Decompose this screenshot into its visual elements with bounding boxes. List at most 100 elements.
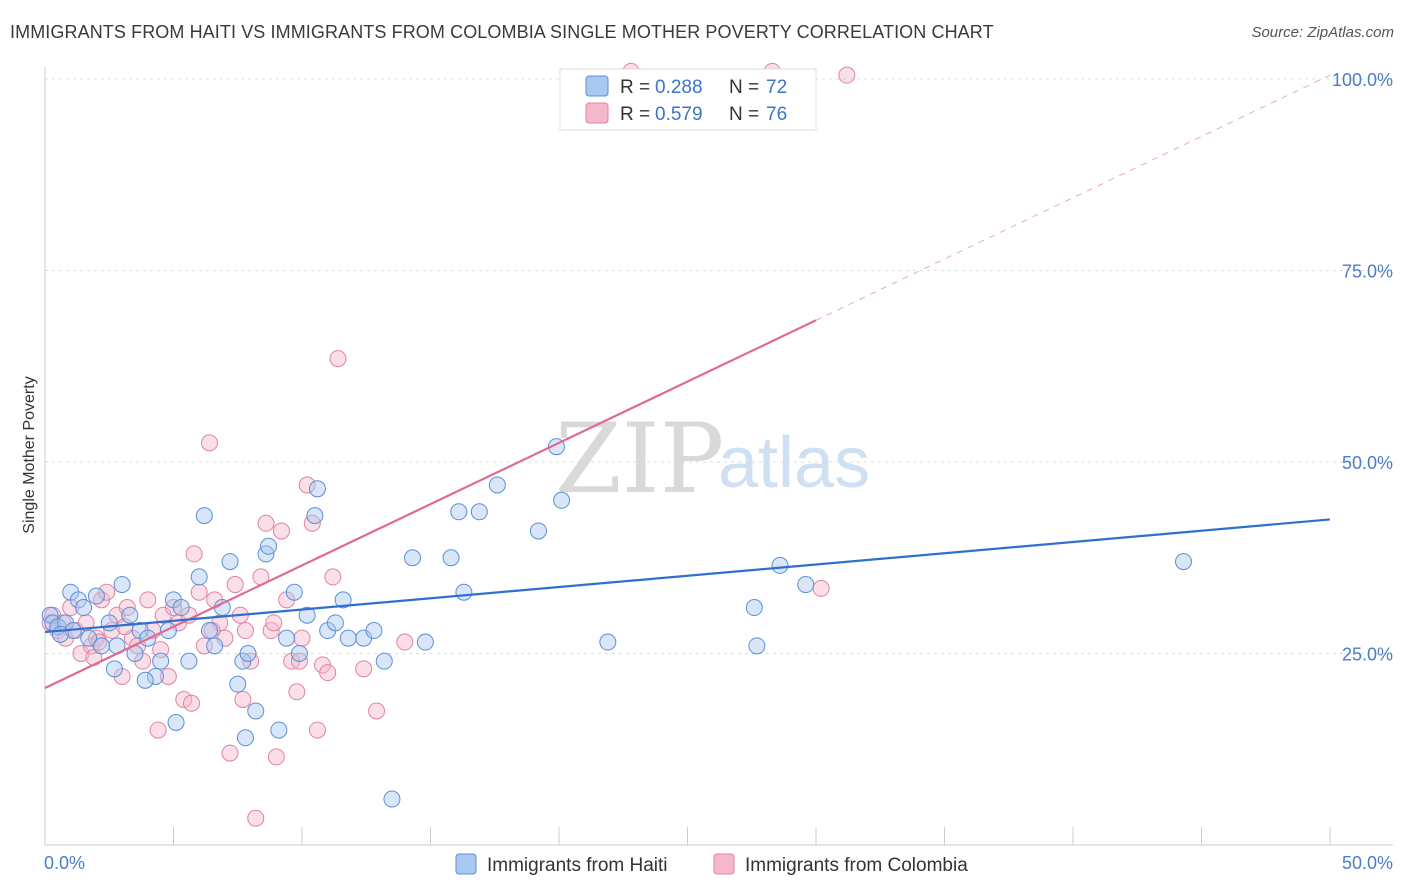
haiti-point bbox=[172, 599, 190, 617]
colombia-point bbox=[355, 660, 373, 678]
haiti-trend-line bbox=[44, 518, 1331, 634]
colombia-point bbox=[396, 633, 414, 651]
haiti-point bbox=[159, 622, 177, 640]
bottom-legend-colombia-swatch bbox=[713, 853, 735, 875]
legend: R = 0.288 N = 72 R = 0.579 N = 76 bbox=[559, 68, 817, 131]
haiti-point bbox=[375, 652, 393, 670]
colombia-point bbox=[324, 568, 342, 586]
legend-haiti-n-label: N = bbox=[729, 77, 759, 98]
colombia-point bbox=[247, 809, 265, 827]
colombia-point bbox=[182, 694, 200, 712]
haiti-point bbox=[200, 622, 218, 640]
haiti-point bbox=[105, 660, 123, 678]
haiti-point bbox=[455, 583, 473, 601]
haiti-point bbox=[229, 675, 247, 693]
y-tick-label-1: 50.0% bbox=[1342, 453, 1393, 473]
legend-colombia-swatch bbox=[585, 102, 609, 124]
haiti-point bbox=[365, 622, 383, 640]
colombia-point bbox=[139, 591, 157, 609]
haiti-point bbox=[334, 591, 352, 609]
colombia-point bbox=[195, 637, 213, 655]
haiti-point bbox=[147, 667, 165, 685]
trend-lines bbox=[44, 74, 1331, 689]
haiti-point bbox=[285, 583, 303, 601]
haiti-point bbox=[113, 576, 131, 594]
colombia-point bbox=[185, 545, 203, 563]
haiti-point bbox=[1175, 553, 1193, 571]
colombia-point bbox=[265, 614, 283, 632]
chart-title: IMMIGRANTS FROM HAITI VS IMMIGRANTS FROM… bbox=[10, 22, 994, 42]
haiti-point bbox=[93, 637, 111, 655]
legend-haiti-r-value: 0.288 bbox=[655, 77, 703, 98]
legend-haiti-n-value: 72 bbox=[766, 77, 787, 98]
colombia-point bbox=[812, 579, 830, 597]
haiti-point bbox=[383, 790, 401, 808]
haiti-point bbox=[190, 568, 208, 586]
colombia-point bbox=[159, 667, 177, 685]
legend-haiti-r-label: R = bbox=[620, 77, 650, 98]
haiti-point bbox=[308, 480, 326, 498]
colombia-point bbox=[257, 514, 275, 532]
colombia-point bbox=[267, 748, 285, 766]
haiti-point bbox=[260, 537, 278, 555]
haiti-point bbox=[121, 606, 139, 624]
legend-colombia-n-label: N = bbox=[729, 104, 759, 125]
haiti-point bbox=[470, 503, 488, 521]
colombia-point bbox=[329, 350, 347, 368]
colombia-point bbox=[288, 683, 306, 701]
haiti-point bbox=[599, 633, 617, 651]
colombia-point bbox=[175, 690, 193, 708]
watermark-zip: ZIP bbox=[555, 403, 724, 515]
colombia-point bbox=[98, 583, 116, 601]
haiti-point bbox=[236, 729, 254, 747]
haiti-point bbox=[339, 629, 357, 647]
colombia-point bbox=[226, 576, 244, 594]
haiti-points bbox=[41, 438, 1193, 808]
y-tick-labels: 25.0% 50.0% 75.0% 100.0% bbox=[1332, 70, 1393, 665]
y-tick-label-0: 25.0% bbox=[1342, 645, 1393, 665]
colombia-point bbox=[308, 721, 326, 739]
legend-haiti-swatch bbox=[585, 75, 609, 97]
haiti-point bbox=[442, 549, 460, 567]
colombia-point bbox=[319, 664, 337, 682]
axes bbox=[44, 67, 1393, 846]
haiti-point bbox=[180, 652, 198, 670]
haiti-point bbox=[553, 491, 571, 509]
haiti-point bbox=[80, 629, 98, 647]
haiti-point bbox=[100, 614, 118, 632]
legend-colombia-n-value: 76 bbox=[766, 104, 787, 125]
haiti-point bbox=[326, 614, 344, 632]
haiti-point bbox=[136, 671, 154, 689]
colombia-point bbox=[368, 702, 386, 720]
haiti-point bbox=[152, 652, 170, 670]
haiti-point bbox=[745, 599, 763, 617]
y-tick-label-3: 100.0% bbox=[1332, 70, 1393, 90]
x-tick-label-max: 50.0% bbox=[1342, 853, 1393, 873]
haiti-point bbox=[206, 637, 224, 655]
legend-colombia-r-label: R = bbox=[620, 104, 650, 125]
watermark-atlas: atlas bbox=[718, 423, 870, 503]
haiti-point bbox=[771, 556, 789, 574]
colombia-point bbox=[221, 744, 239, 762]
haiti-point bbox=[529, 522, 547, 540]
colombia-point bbox=[234, 690, 252, 708]
haiti-point bbox=[75, 599, 93, 617]
haiti-point bbox=[87, 587, 105, 605]
haiti-point bbox=[278, 629, 296, 647]
haiti-point bbox=[416, 633, 434, 651]
bottom-legend-haiti-swatch bbox=[455, 853, 477, 875]
haiti-point bbox=[306, 507, 324, 525]
legend-colombia-r-value: 0.579 bbox=[655, 104, 703, 125]
source-label: Source: ZipAtlas.com bbox=[1251, 24, 1394, 41]
y-axis-label: Single Mother Poverty bbox=[21, 376, 38, 533]
haiti-point bbox=[167, 713, 185, 731]
haiti-point bbox=[488, 476, 506, 494]
haiti-point bbox=[221, 553, 239, 571]
y-tick-label-2: 75.0% bbox=[1342, 262, 1393, 282]
bottom-legend-haiti-label: Immigrants from Haiti bbox=[487, 855, 668, 876]
x-tick-label-min: 0.0% bbox=[44, 853, 85, 873]
haiti-point bbox=[797, 576, 815, 594]
colombia-point bbox=[190, 583, 208, 601]
colombia-trend-line bbox=[44, 319, 817, 689]
